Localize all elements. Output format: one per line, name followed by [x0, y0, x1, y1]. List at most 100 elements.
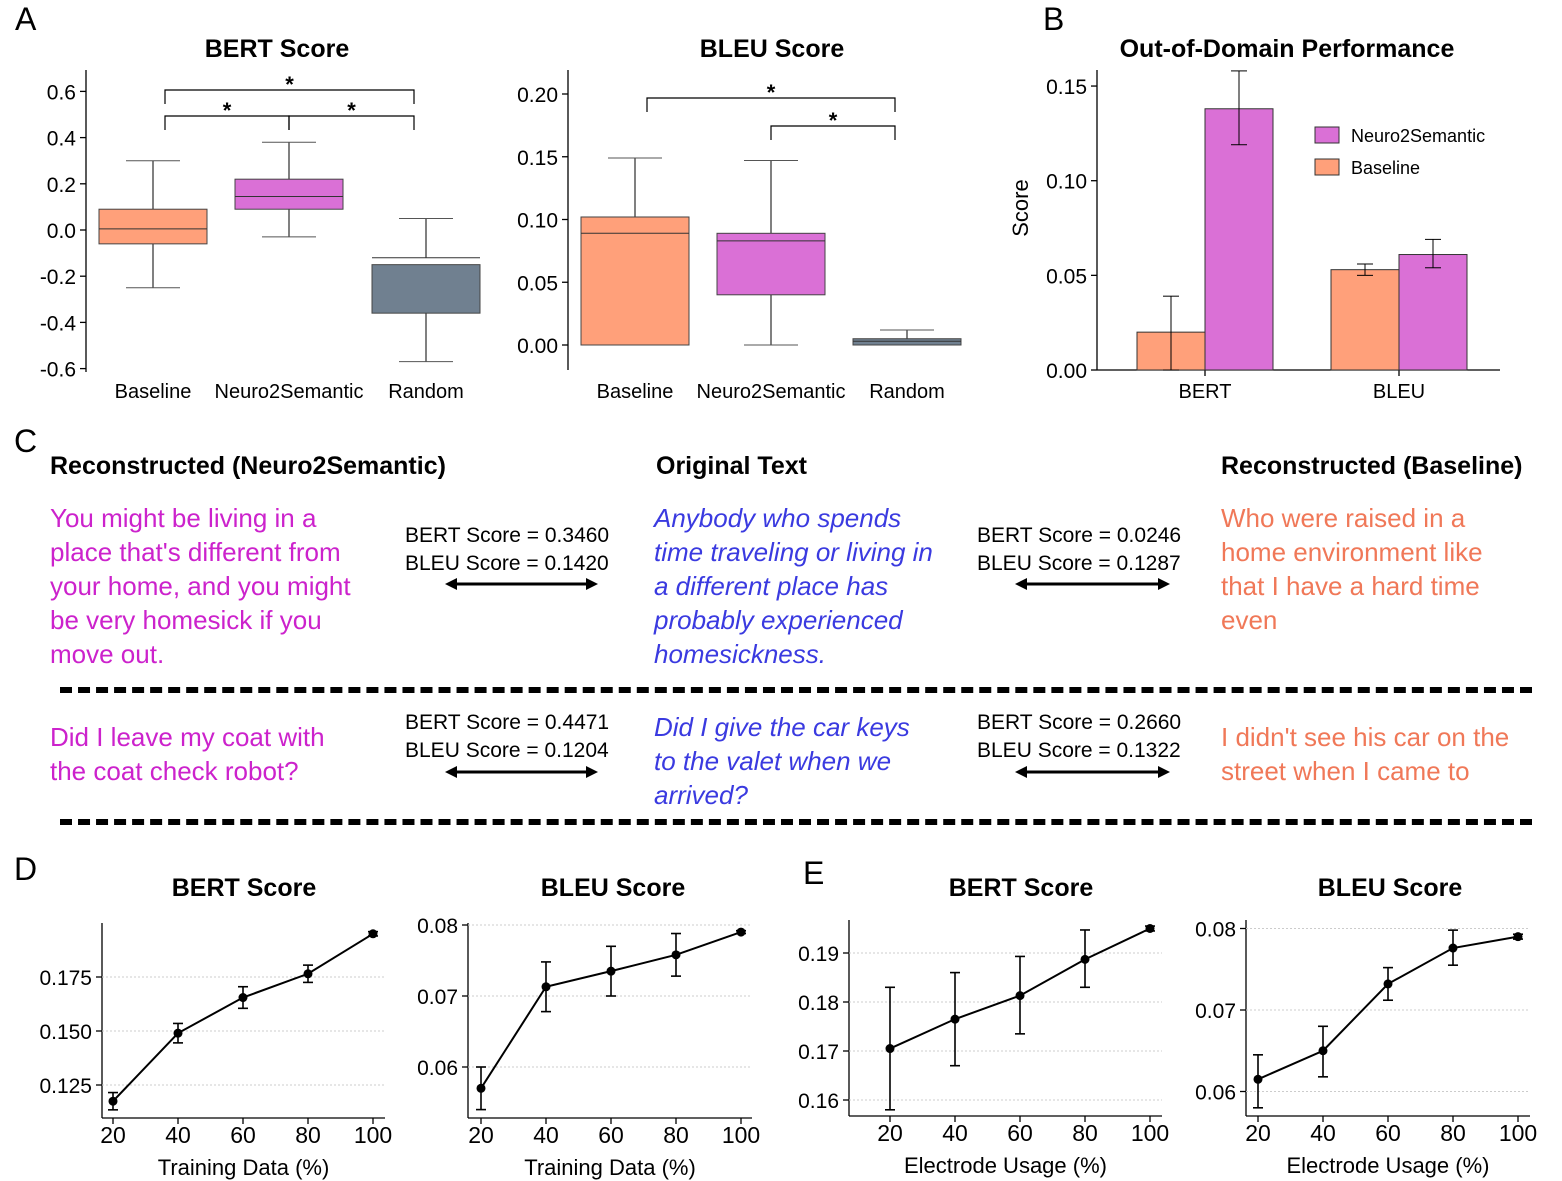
y-tick-label: 0.4 — [47, 128, 77, 151]
data-point — [1448, 943, 1458, 953]
data-point — [736, 927, 746, 937]
data-point — [368, 929, 378, 939]
box-random — [371, 264, 481, 314]
data-point — [885, 1044, 895, 1054]
x-tick-label: Neuro2Semantic — [697, 381, 846, 403]
chart-title: BLEU Score — [541, 874, 686, 902]
data-point — [1015, 991, 1025, 1001]
y-tick-label: 0.2 — [47, 174, 76, 197]
x-tick-label: 20 — [100, 1122, 126, 1148]
series-line — [112, 932, 374, 1102]
c-row1-baseline-scores: BERT Score = 0.0246 BLEU Score = 0.1287 — [977, 524, 1182, 575]
chart-title: BERT Score — [949, 874, 1094, 902]
arrowhead-left-icon — [445, 578, 457, 590]
data-point — [238, 993, 248, 1003]
data-point — [108, 1096, 118, 1106]
data-point — [606, 966, 616, 976]
c-row2-baseline-text: I didn't see his car on the street when … — [1221, 722, 1510, 786]
x-tick-label: 80 — [1072, 1120, 1098, 1146]
y-tick-label: 0.05 — [517, 272, 558, 295]
box-baseline — [98, 208, 208, 245]
x-tick-label: Random — [388, 381, 464, 403]
y-tick-label: 0.00 — [1046, 360, 1087, 383]
data-point — [671, 950, 681, 960]
y-tick-label: 0.08 — [417, 915, 458, 938]
chart-title: BLEU Score — [700, 35, 845, 63]
arrowhead-right-icon — [586, 766, 598, 778]
x-tick-label: 40 — [533, 1122, 559, 1148]
panel-letter-c: C — [14, 423, 37, 459]
x-tick-label: BERT — [1179, 381, 1232, 403]
x-tick-label: Baseline — [597, 381, 674, 403]
c-row1-neuro-scores: BERT Score = 0.3460 BLEU Score = 0.1420 — [405, 524, 610, 575]
y-tick-label: 0.18 — [798, 992, 839, 1015]
x-tick-label: 100 — [1131, 1120, 1169, 1146]
bar-neuro2semantic-bleu — [1398, 254, 1468, 371]
y-tick-label: 0.15 — [517, 147, 558, 170]
y-tick-label: 0.00 — [517, 335, 558, 358]
x-tick-label: 40 — [165, 1122, 191, 1148]
significance-bracket — [646, 97, 896, 112]
significance-bracket — [164, 89, 415, 104]
x-tick-label: 80 — [295, 1122, 321, 1148]
chart-title: BLEU Score — [1318, 874, 1463, 902]
y-tick-label: 0.17 — [798, 1041, 839, 1064]
box-random — [852, 338, 962, 346]
box-neuro2semantic — [234, 178, 344, 210]
y-tick-label: -0.2 — [40, 266, 76, 289]
data-point — [1253, 1074, 1263, 1084]
x-tick-label: Random — [869, 381, 945, 403]
significance-star: * — [285, 72, 294, 97]
y-tick-label: 0.6 — [47, 81, 76, 104]
data-point — [1318, 1046, 1328, 1056]
significance-bracket — [288, 115, 415, 130]
c-title-neuro: Reconstructed (Neuro2Semantic) — [50, 452, 446, 480]
x-axis-label: Training Data (%) — [158, 1155, 330, 1180]
arrowhead-left-icon — [1015, 578, 1027, 590]
arrowhead-right-icon — [586, 578, 598, 590]
y-tick-label: 0.06 — [1195, 1082, 1236, 1105]
y-tick-label: -0.4 — [40, 312, 77, 335]
arrowhead-right-icon — [1158, 578, 1170, 590]
x-tick-label: Neuro2Semantic — [215, 381, 364, 403]
legend-label: Baseline — [1351, 158, 1420, 178]
x-tick-label: 100 — [1499, 1120, 1537, 1146]
x-axis-label: Electrode Usage (%) — [1287, 1153, 1490, 1178]
y-axis-label: Score — [1008, 179, 1033, 236]
c-row2-baseline-scores: BERT Score = 0.2660 BLEU Score = 0.1322 — [977, 711, 1182, 762]
divider-dashed — [60, 819, 1532, 825]
series-line — [1257, 935, 1519, 1081]
significance-star: * — [347, 98, 356, 123]
panel-letter-a: A — [15, 1, 37, 37]
c-row2-original-text: Did I give the car keys to the valet whe… — [654, 712, 910, 810]
legend-label: Neuro2Semantic — [1351, 126, 1485, 146]
arrowhead-left-icon — [1015, 766, 1027, 778]
x-tick-label: 60 — [230, 1122, 256, 1148]
data-point — [1145, 924, 1155, 933]
data-point — [541, 982, 551, 992]
x-tick-label: 20 — [877, 1120, 903, 1146]
data-point — [173, 1028, 183, 1038]
y-tick-label: 0.05 — [1046, 265, 1087, 288]
x-axis-label: Electrode Usage (%) — [904, 1153, 1107, 1178]
box-neuro2semantic — [716, 232, 826, 296]
y-tick-label: -0.6 — [40, 359, 76, 382]
data-point — [1513, 932, 1523, 942]
significance-star: * — [767, 80, 776, 105]
data-point — [1080, 954, 1090, 964]
x-axis-label: Training Data (%) — [524, 1155, 696, 1180]
x-tick-label: 80 — [663, 1122, 689, 1148]
y-tick-label: 0.07 — [1195, 1000, 1236, 1023]
c-row1-neuro-text: You might be living in a place that's di… — [50, 503, 351, 669]
arrowhead-right-icon — [1158, 766, 1170, 778]
y-tick-label: 0.0 — [47, 220, 76, 243]
significance-bracket — [770, 125, 896, 140]
legend-swatch-baseline — [1314, 158, 1340, 176]
data-point — [950, 1014, 960, 1024]
c-row2-neuro-scores: BERT Score = 0.4471 BLEU Score = 0.1204 — [405, 711, 610, 762]
box-baseline — [580, 216, 690, 346]
y-tick-label: 0.15 — [1046, 76, 1087, 99]
bar-baseline-bleu — [1330, 269, 1400, 371]
